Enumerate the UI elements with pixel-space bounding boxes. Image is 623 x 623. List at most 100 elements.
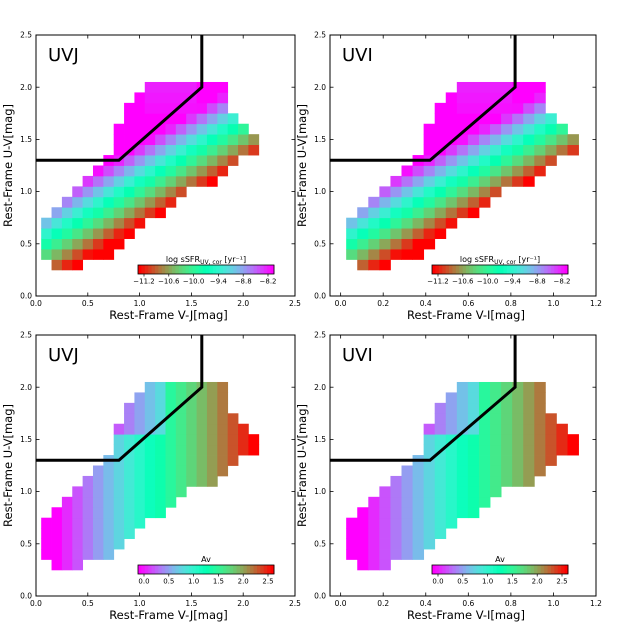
colorbar: −11.2 −10.6 −10.0 −9.4 −8.8 −8.2 log sSFRUV, c…: [133, 255, 276, 286]
heatmap-cell: [379, 196, 391, 208]
x-axis-label: Rest-Frame V-J[mag]: [109, 608, 228, 622]
heatmap-cell: [144, 486, 156, 498]
heatmap-cell: [206, 465, 218, 477]
colorbar-segment: [520, 265, 525, 274]
colorbar-segment: [185, 565, 190, 574]
colorbar-tick-label: −11.2: [427, 278, 448, 286]
heatmap-cell: [103, 496, 115, 508]
heatmap-cell: [92, 465, 104, 477]
heatmap-cell: [134, 113, 146, 125]
colorbar-segment: [483, 565, 487, 574]
heatmap-cell: [196, 165, 208, 177]
heatmap-cell: [134, 475, 146, 487]
heatmap-cell: [467, 381, 480, 393]
heatmap-cell: [144, 392, 156, 404]
heatmap-cell: [134, 175, 146, 187]
colorbar-segment: [479, 565, 484, 574]
heatmap-cell: [227, 113, 239, 125]
heatmap-cell: [379, 228, 391, 239]
heatmap-cell: [134, 517, 146, 529]
heatmap-cell: [175, 465, 187, 477]
y-tick-label: 0.5: [314, 239, 326, 248]
colorbar-tick-label: 2.0: [238, 578, 249, 586]
heatmap-cell: [390, 507, 402, 519]
heatmap-cell: [103, 175, 115, 187]
heatmap-cell: [434, 528, 447, 539]
heatmap-cell: [456, 486, 469, 498]
heatmap-cell: [501, 175, 513, 187]
panel-uvj-ssfr: 0.0 0.5 1.0 1.5 2.0 2.5 0.0 0.5 1.0 1.5 2.0 2.5 UVJ…: [1, 31, 301, 322]
heatmap-cell: [390, 496, 402, 508]
heatmap-cell: [523, 402, 535, 414]
colorbar-segment: [462, 265, 467, 274]
axis-ticks: 0.0 0.2 0.4 0.6 0.8 1.0 1.2 0.0 0.5 1.0 1.5 2.0 2.5: [314, 331, 602, 608]
heatmap-cell: [357, 549, 369, 560]
heatmap-cell: [51, 207, 63, 219]
heatmap-cell: [165, 134, 177, 146]
heatmap-cell: [556, 444, 568, 456]
colorbar-segment: [263, 265, 268, 274]
heatmap-cell: [134, 155, 146, 166]
heatmap-cell: [512, 434, 524, 446]
heatmap-cell: [423, 228, 436, 239]
heatmap-cell: [490, 81, 502, 93]
heatmap-cell: [144, 81, 156, 93]
heatmap-cell: [390, 238, 402, 250]
colorbar-segment: [517, 565, 521, 574]
heatmap-cell: [512, 392, 524, 404]
heatmap-cell: [41, 538, 52, 550]
heatmap-cell: [196, 475, 208, 487]
heatmap-cell: [478, 392, 491, 404]
heatmap-cell: [61, 549, 73, 560]
colorbar-tick-label: 1.0: [188, 578, 199, 586]
colorbar-segment: [486, 265, 491, 274]
heatmap-cell: [124, 165, 135, 177]
heatmap-cell: [144, 92, 156, 104]
colorbar-label: Av: [201, 555, 211, 564]
heatmap-cell: [103, 549, 115, 560]
heatmap-cell: [423, 144, 436, 156]
heatmap-cell: [512, 175, 524, 187]
heatmap-cell: [512, 92, 524, 104]
heatmap-cell: [467, 155, 480, 166]
colorbar-segment: [233, 265, 238, 274]
heatmap-cell: [92, 207, 104, 219]
heatmap-cell: [501, 134, 513, 146]
heatmap-cell: [478, 434, 491, 446]
heatmap-cell: [82, 228, 94, 239]
heatmap-cell: [467, 92, 480, 104]
colorbar-segment: [496, 565, 501, 574]
y-tick-label: 2.5: [314, 331, 326, 340]
heatmap-cell: [217, 423, 229, 435]
colorbar-segment: [155, 565, 159, 574]
heatmap-cell: [456, 392, 469, 404]
heatmap-cell: [196, 465, 208, 477]
heatmap-cell: [390, 249, 402, 260]
heatmap-cell: [113, 486, 125, 498]
heatmap-cell: [206, 381, 218, 393]
colorbar-segment: [466, 265, 470, 274]
heatmap-cell: [512, 381, 524, 393]
colorbar-segment: [489, 565, 494, 574]
heatmap-cell: [72, 486, 84, 498]
colorbar-segment: [527, 265, 532, 274]
heatmap-cell: [467, 123, 480, 135]
heatmap-cell: [124, 413, 135, 425]
heatmap-cell: [423, 444, 436, 456]
heatmap-cell: [379, 238, 391, 250]
heatmap-cell: [567, 134, 579, 146]
heatmap-cell: [346, 228, 358, 239]
colorbar-segment: [557, 265, 562, 274]
heatmap-cell: [523, 423, 535, 435]
heatmap-cell: [401, 207, 413, 219]
heatmap-cell: [82, 496, 94, 508]
heatmap-cell: [523, 381, 535, 393]
heatmap-cell: [217, 465, 229, 477]
heatmap-cell: [357, 228, 369, 239]
heatmap-cell: [401, 496, 413, 508]
heatmap-cell: [478, 134, 491, 146]
colorbar-segment: [564, 565, 569, 574]
heatmap-cell: [501, 81, 513, 93]
heatmap-cell: [512, 155, 524, 166]
heatmap-cell: [423, 423, 436, 435]
